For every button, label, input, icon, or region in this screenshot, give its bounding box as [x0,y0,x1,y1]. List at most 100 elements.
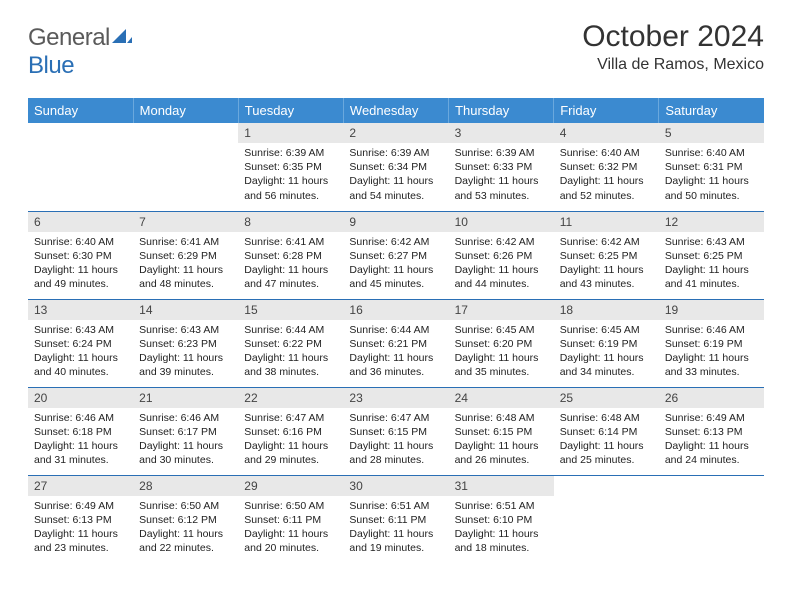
sunset-text: Sunset: 6:14 PM [560,425,653,439]
sunrise-text: Sunrise: 6:51 AM [349,499,442,513]
sunrise-text: Sunrise: 6:50 AM [139,499,232,513]
calendar-day-cell: 1Sunrise: 6:39 AMSunset: 6:35 PMDaylight… [238,123,343,211]
calendar-day-cell: .. [133,123,238,211]
logo-text-part1: General [28,24,110,51]
sunset-text: Sunset: 6:34 PM [349,160,442,174]
day-body: Sunrise: 6:39 AMSunset: 6:35 PMDaylight:… [238,143,343,207]
sunset-text: Sunset: 6:23 PM [139,337,232,351]
daylight-text: Daylight: 11 hours and 36 minutes. [349,351,442,379]
calendar-day-cell: 15Sunrise: 6:44 AMSunset: 6:22 PMDayligh… [238,299,343,387]
day-number: 30 [343,476,448,496]
daylight-text: Daylight: 11 hours and 41 minutes. [665,263,758,291]
day-body: Sunrise: 6:39 AMSunset: 6:33 PMDaylight:… [449,143,554,207]
calendar-day-cell: .. [554,475,659,563]
daylight-text: Daylight: 11 hours and 28 minutes. [349,439,442,467]
sunrise-text: Sunrise: 6:40 AM [34,235,127,249]
sunrise-text: Sunrise: 6:40 AM [560,146,653,160]
sunset-text: Sunset: 6:15 PM [455,425,548,439]
weekday-header: Saturday [659,98,764,123]
day-number: 31 [449,476,554,496]
day-number: 19 [659,300,764,320]
day-number: 14 [133,300,238,320]
calendar-day-cell: 13Sunrise: 6:43 AMSunset: 6:24 PMDayligh… [28,299,133,387]
calendar-day-cell: 14Sunrise: 6:43 AMSunset: 6:23 PMDayligh… [133,299,238,387]
calendar-week-row: ....1Sunrise: 6:39 AMSunset: 6:35 PMDayl… [28,123,764,211]
sunrise-text: Sunrise: 6:51 AM [455,499,548,513]
sunrise-text: Sunrise: 6:47 AM [244,411,337,425]
daylight-text: Daylight: 11 hours and 29 minutes. [244,439,337,467]
day-number: 22 [238,388,343,408]
sunrise-text: Sunrise: 6:44 AM [349,323,442,337]
sunrise-text: Sunrise: 6:46 AM [139,411,232,425]
day-body: Sunrise: 6:40 AMSunset: 6:32 PMDaylight:… [554,143,659,207]
day-number: 12 [659,212,764,232]
sunset-text: Sunset: 6:21 PM [349,337,442,351]
calendar-day-cell: 10Sunrise: 6:42 AMSunset: 6:26 PMDayligh… [449,211,554,299]
day-number: 9 [343,212,448,232]
daylight-text: Daylight: 11 hours and 19 minutes. [349,527,442,555]
daylight-text: Daylight: 11 hours and 31 minutes. [34,439,127,467]
sunrise-text: Sunrise: 6:43 AM [34,323,127,337]
sunrise-text: Sunrise: 6:39 AM [455,146,548,160]
daylight-text: Daylight: 11 hours and 20 minutes. [244,527,337,555]
sunset-text: Sunset: 6:25 PM [665,249,758,263]
calendar-day-cell: .. [659,475,764,563]
daylight-text: Daylight: 11 hours and 49 minutes. [34,263,127,291]
sunset-text: Sunset: 6:10 PM [455,513,548,527]
sunrise-text: Sunrise: 6:47 AM [349,411,442,425]
sunrise-text: Sunrise: 6:50 AM [244,499,337,513]
daylight-text: Daylight: 11 hours and 48 minutes. [139,263,232,291]
daylight-text: Daylight: 11 hours and 35 minutes. [455,351,548,379]
calendar-head: SundayMondayTuesdayWednesdayThursdayFrid… [28,98,764,123]
day-body: Sunrise: 6:43 AMSunset: 6:25 PMDaylight:… [659,232,764,296]
daylight-text: Daylight: 11 hours and 47 minutes. [244,263,337,291]
calendar-day-cell: 23Sunrise: 6:47 AMSunset: 6:15 PMDayligh… [343,387,448,475]
sunrise-text: Sunrise: 6:39 AM [244,146,337,160]
day-body: Sunrise: 6:50 AMSunset: 6:12 PMDaylight:… [133,496,238,560]
day-number: 16 [343,300,448,320]
day-body: Sunrise: 6:42 AMSunset: 6:25 PMDaylight:… [554,232,659,296]
sunrise-text: Sunrise: 6:43 AM [665,235,758,249]
day-body: Sunrise: 6:45 AMSunset: 6:19 PMDaylight:… [554,320,659,384]
day-body: Sunrise: 6:51 AMSunset: 6:11 PMDaylight:… [343,496,448,560]
sunset-text: Sunset: 6:11 PM [244,513,337,527]
daylight-text: Daylight: 11 hours and 22 minutes. [139,527,232,555]
logo: GeneralBlue [28,24,132,80]
day-body: Sunrise: 6:49 AMSunset: 6:13 PMDaylight:… [659,408,764,472]
day-number: 21 [133,388,238,408]
calendar-day-cell: .. [28,123,133,211]
day-number: 29 [238,476,343,496]
calendar-day-cell: 18Sunrise: 6:45 AMSunset: 6:19 PMDayligh… [554,299,659,387]
sunset-text: Sunset: 6:32 PM [560,160,653,174]
day-number: 24 [449,388,554,408]
sunset-text: Sunset: 6:18 PM [34,425,127,439]
day-body: Sunrise: 6:46 AMSunset: 6:17 PMDaylight:… [133,408,238,472]
day-number: 1 [238,123,343,143]
sunset-text: Sunset: 6:11 PM [349,513,442,527]
day-number: 20 [28,388,133,408]
calendar-day-cell: 11Sunrise: 6:42 AMSunset: 6:25 PMDayligh… [554,211,659,299]
daylight-text: Daylight: 11 hours and 38 minutes. [244,351,337,379]
calendar-day-cell: 4Sunrise: 6:40 AMSunset: 6:32 PMDaylight… [554,123,659,211]
day-body: Sunrise: 6:44 AMSunset: 6:21 PMDaylight:… [343,320,448,384]
sunset-text: Sunset: 6:12 PM [139,513,232,527]
calendar-day-cell: 20Sunrise: 6:46 AMSunset: 6:18 PMDayligh… [28,387,133,475]
day-body: Sunrise: 6:47 AMSunset: 6:15 PMDaylight:… [343,408,448,472]
location: Villa de Ramos, Mexico [582,56,764,74]
sunrise-text: Sunrise: 6:46 AM [665,323,758,337]
daylight-text: Daylight: 11 hours and 23 minutes. [34,527,127,555]
day-number: 13 [28,300,133,320]
calendar-week-row: 20Sunrise: 6:46 AMSunset: 6:18 PMDayligh… [28,387,764,475]
sunrise-text: Sunrise: 6:40 AM [665,146,758,160]
sunrise-text: Sunrise: 6:42 AM [349,235,442,249]
calendar-day-cell: 9Sunrise: 6:42 AMSunset: 6:27 PMDaylight… [343,211,448,299]
daylight-text: Daylight: 11 hours and 30 minutes. [139,439,232,467]
sunrise-text: Sunrise: 6:42 AM [455,235,548,249]
day-body: Sunrise: 6:43 AMSunset: 6:24 PMDaylight:… [28,320,133,384]
sunrise-text: Sunrise: 6:39 AM [349,146,442,160]
day-number: 27 [28,476,133,496]
sunset-text: Sunset: 6:13 PM [665,425,758,439]
day-number: 7 [133,212,238,232]
calendar-day-cell: 27Sunrise: 6:49 AMSunset: 6:13 PMDayligh… [28,475,133,563]
day-number: 17 [449,300,554,320]
